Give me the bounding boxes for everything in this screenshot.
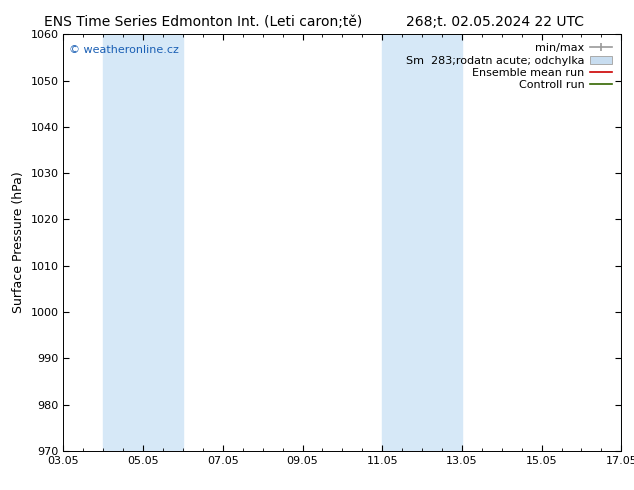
Text: © weatheronline.cz: © weatheronline.cz bbox=[69, 45, 179, 55]
Text: ENS Time Series Edmonton Int. (Leti caron;tě): ENS Time Series Edmonton Int. (Leti caro… bbox=[44, 15, 362, 29]
Bar bbox=[103, 34, 143, 451]
Bar bbox=[422, 34, 462, 451]
Legend: min/max, Sm  283;rodatn acute; odchylka, Ensemble mean run, Controll run: min/max, Sm 283;rodatn acute; odchylka, … bbox=[403, 40, 616, 94]
Bar bbox=[143, 34, 183, 451]
Y-axis label: Surface Pressure (hPa): Surface Pressure (hPa) bbox=[12, 172, 25, 314]
Bar bbox=[621, 34, 634, 451]
Bar bbox=[382, 34, 422, 451]
Text: 268;t. 02.05.2024 22 UTC: 268;t. 02.05.2024 22 UTC bbox=[406, 15, 583, 29]
